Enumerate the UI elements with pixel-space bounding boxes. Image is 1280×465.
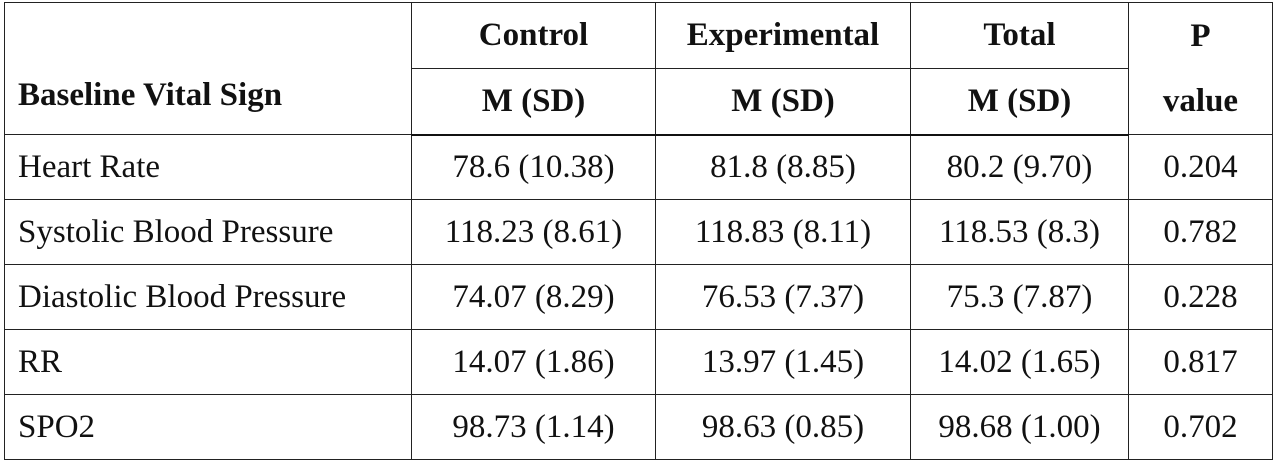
cell-control: 98.73 (1.14) (411, 394, 656, 460)
header-p-value-line2: value (1162, 82, 1239, 119)
table-row: SPO2 98.73 (1.14) 98.63 (0.85) 98.68 (1.… (4, 394, 1273, 460)
cell-experimental: 118.83 (8.11) (655, 199, 911, 265)
cell-p-value: 0.702 (1128, 394, 1273, 460)
row-label: Heart Rate (4, 134, 412, 200)
cell-experimental: 98.63 (0.85) (655, 394, 911, 460)
row-label: Systolic Blood Pressure (4, 199, 412, 265)
cell-experimental: 76.53 (7.37) (655, 264, 911, 330)
cell-total: 98.68 (1.00) (910, 394, 1129, 460)
table-row: Heart Rate 78.6 (10.38) 81.8 (8.85) 80.2… (4, 134, 1273, 200)
cell-total: 14.02 (1.65) (910, 329, 1129, 395)
cell-experimental: 81.8 (8.85) (655, 134, 911, 200)
table-row: Diastolic Blood Pressure 74.07 (8.29) 76… (4, 264, 1273, 330)
header-p-value: P value (1128, 2, 1273, 135)
cell-control: 14.07 (1.86) (411, 329, 656, 395)
table-row: RR 14.07 (1.86) 13.97 (1.45) 14.02 (1.65… (4, 329, 1273, 395)
header-row-stats: M (SD) M (SD) M (SD) (5, 68, 1273, 136)
cell-control: 74.07 (8.29) (411, 264, 656, 330)
header-p-value-line1: P (1190, 18, 1211, 55)
baseline-vitals-table: Baseline Vital Sign Control Experimental… (4, 2, 1273, 460)
cell-total: 75.3 (7.87) (910, 264, 1129, 330)
header-row-groups: Baseline Vital Sign Control Experimental… (4, 2, 1273, 135)
cell-total: 80.2 (9.70) (910, 134, 1129, 200)
cell-p-value: 0.228 (1128, 264, 1273, 330)
header-group-control: Control (411, 2, 656, 69)
row-label: SPO2 (4, 394, 412, 460)
header-sub-control: M (SD) (411, 68, 656, 136)
table-row: Systolic Blood Pressure 118.23 (8.61) 11… (4, 199, 1273, 265)
header-row-label: Baseline Vital Sign (4, 2, 412, 135)
row-label: Diastolic Blood Pressure (4, 264, 412, 330)
row-label: RR (4, 329, 412, 395)
cell-p-value: 0.204 (1128, 134, 1273, 200)
cell-p-value: 0.817 (1128, 329, 1273, 395)
cell-control: 78.6 (10.38) (411, 134, 656, 200)
cell-total: 118.53 (8.3) (910, 199, 1129, 265)
cell-p-value: 0.782 (1128, 199, 1273, 265)
header-sub-total: M (SD) (910, 68, 1129, 136)
header-group-total: Total (910, 2, 1129, 69)
cell-experimental: 13.97 (1.45) (655, 329, 911, 395)
cell-control: 118.23 (8.61) (411, 199, 656, 265)
header-group-experimental: Experimental (655, 2, 911, 69)
header-sub-experimental: M (SD) (655, 68, 911, 136)
